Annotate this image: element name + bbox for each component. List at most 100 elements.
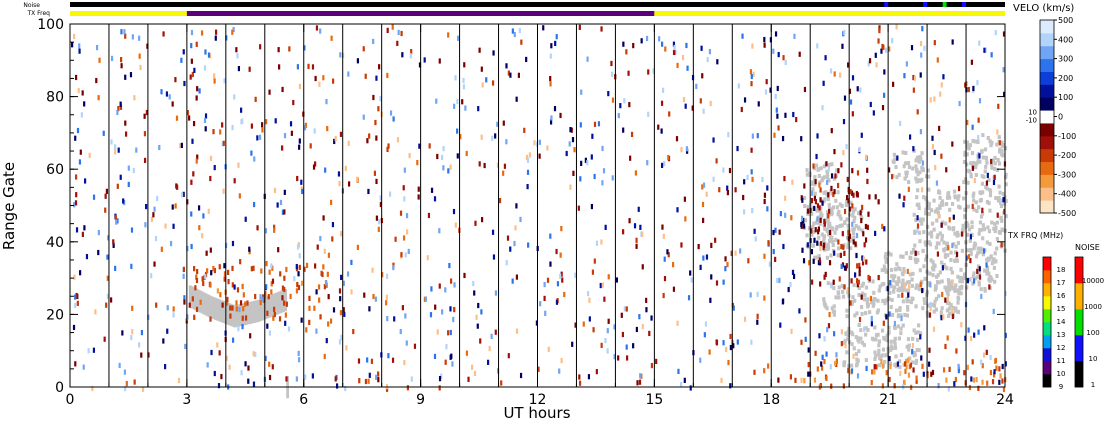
scatter-cell: [595, 369, 598, 375]
scatter-cell: [840, 263, 843, 270]
scatter-cell: [716, 59, 719, 65]
scatter-cell: [912, 367, 915, 373]
ground-scatter-cell: [216, 309, 219, 314]
scatter-cell: [454, 75, 457, 81]
scatter-cell: [71, 42, 74, 48]
ground-scatter-cell: [932, 263, 936, 268]
ground-scatter-cell: [805, 233, 809, 238]
ground-scatter-cell: [859, 336, 863, 341]
ground-scatter-cell: [979, 227, 983, 232]
scatter-cell: [850, 278, 853, 284]
scatter-cell: [127, 181, 130, 188]
scatter-cell: [352, 328, 355, 335]
ground-scatter-cell: [198, 293, 202, 298]
ground-scatter-cell: [865, 300, 869, 305]
scatter-cell: [364, 73, 367, 79]
ground-scatter-cell: [200, 294, 204, 299]
scatter-cell: [814, 350, 817, 356]
ground-scatter-cell: [938, 204, 942, 209]
scatter-cell: [417, 194, 420, 200]
ground-scatter-cell: [188, 296, 192, 301]
ground-scatter-cell: [286, 387, 290, 391]
ground-scatter-cell: [882, 335, 886, 340]
scatter-cell: [377, 371, 380, 377]
ground-scatter-cell: [990, 277, 994, 282]
ground-scatter-cell: [977, 205, 981, 210]
ground-scatter-cell: [977, 271, 982, 276]
scatter-cell: [319, 314, 322, 320]
scatter-cell: [860, 217, 863, 224]
scatter-cell: [237, 326, 240, 332]
scatter-cell: [259, 299, 262, 306]
scatter-cell: [572, 170, 575, 176]
ground-scatter-cell: [936, 210, 940, 215]
scatter-cell: [451, 361, 454, 367]
ground-scatter-cell: [887, 325, 891, 330]
ground-scatter-cell: [826, 246, 830, 251]
ground-scatter-cell: [255, 307, 258, 312]
scatter-cell: [729, 383, 732, 389]
ground-scatter-cell: [929, 258, 933, 263]
ground-scatter-cell: [917, 348, 921, 353]
ground-scatter-cell: [239, 314, 243, 319]
velocity-tick-label: 400: [1058, 35, 1073, 44]
ground-scatter-cell: [210, 310, 214, 315]
ground-scatter-cell: [860, 228, 864, 233]
scatter-cell: [287, 326, 291, 332]
ground-scatter-cell: [955, 233, 959, 238]
scatter-cell: [705, 254, 709, 260]
ground-scatter-cell: [949, 303, 953, 308]
y-tick-label: 20: [46, 307, 64, 323]
scatter-cell: [690, 277, 693, 283]
scatter-cell: [195, 158, 198, 164]
ground-scatter-cell: [869, 300, 874, 305]
scatter-cell: [689, 385, 692, 391]
ground-scatter-cell: [917, 206, 921, 211]
scatter-cell: [554, 40, 557, 47]
ground-scatter-cell: [206, 294, 210, 299]
scatter-cell: [621, 331, 624, 338]
scatter-cell: [124, 385, 127, 392]
scatter-cell: [235, 47, 238, 53]
ground-scatter-cell: [884, 353, 888, 358]
ground-scatter-cell: [190, 293, 194, 298]
ground-scatter-cell: [280, 301, 284, 306]
scatter-cell: [601, 282, 604, 288]
ground-scatter-cell: [926, 168, 930, 173]
scatter-cell: [110, 55, 114, 61]
ground-scatter-cell: [974, 173, 978, 178]
ground-scatter-cell: [957, 194, 961, 199]
txfreq-color-swatch: [1043, 296, 1051, 310]
scatter-cell: [993, 174, 996, 180]
scatter-cell: [638, 379, 642, 385]
scatter-cell: [722, 167, 725, 173]
ground-scatter-cell: [214, 308, 217, 313]
scatter-cell: [824, 55, 827, 61]
scatter-cell: [835, 352, 838, 358]
scatter-cell: [518, 28, 521, 34]
ground-scatter-cell: [208, 313, 212, 318]
scatter-cell: [392, 264, 395, 271]
x-tick-label: 12: [529, 392, 547, 408]
scatter-cell: [428, 143, 431, 149]
ground-scatter-cell: [251, 308, 254, 313]
scatter-cell: [784, 195, 787, 201]
ground-scatter-cell: [864, 358, 868, 363]
scatter-cell: [82, 364, 85, 370]
scatter-cell: [985, 180, 989, 186]
scatter-cell: [742, 209, 746, 215]
scatter-cell: [195, 95, 198, 101]
ground-scatter-cell: [208, 298, 212, 303]
scatter-cell: [599, 282, 602, 289]
ground-scatter-cell: [993, 279, 997, 284]
ground-scatter-cell: [212, 315, 215, 320]
scatter-cell: [862, 256, 866, 262]
scatter-cell: [726, 190, 729, 196]
ground-scatter-cell: [200, 302, 204, 307]
ground-scatter-cell: [954, 244, 958, 249]
ground-scatter-cell: [810, 211, 814, 216]
scatter-cell: [342, 307, 345, 313]
ground-scatter-cell: [957, 204, 961, 209]
ground-scatter-cell: [813, 191, 817, 196]
ground-scatter-cell: [200, 305, 204, 310]
